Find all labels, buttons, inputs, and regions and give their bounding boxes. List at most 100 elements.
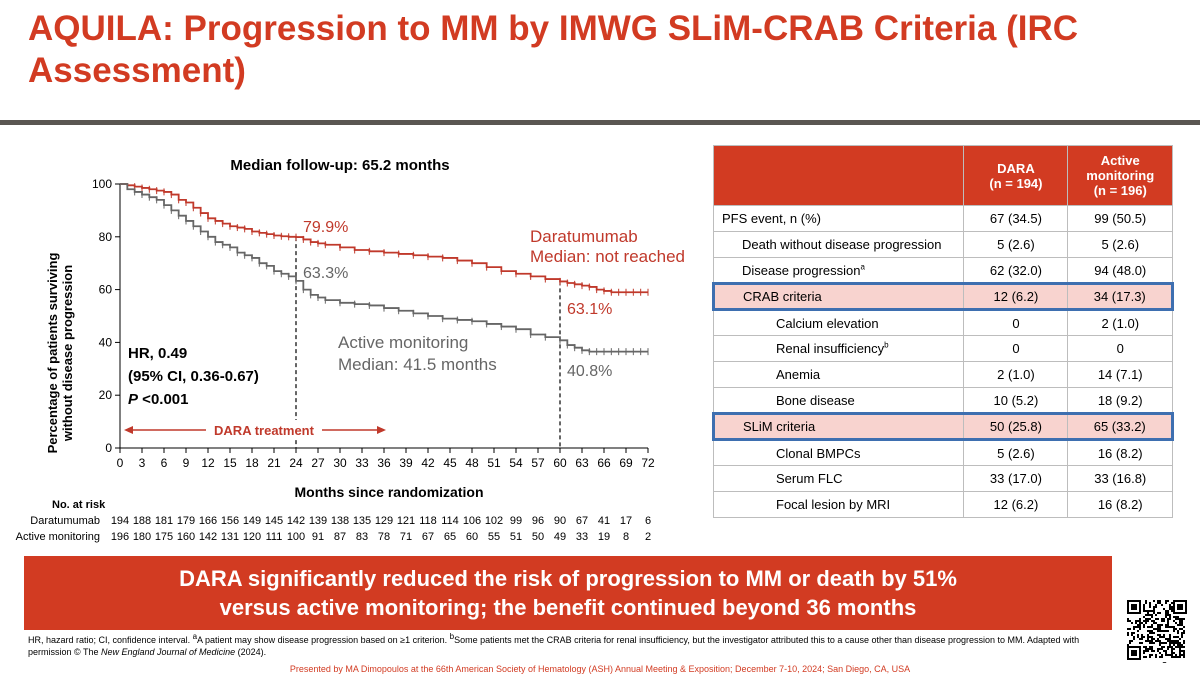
x-tick-label: 48 — [465, 456, 479, 470]
slide-title: AQUILA: Progression to MM by IMWG SLiM-C… — [28, 9, 1078, 90]
row-active-monitoring-value: 16 (8.2) — [1067, 491, 1173, 518]
table-body: PFS event, n (%) 67 (34.5) 99 (50.5) Death … — [711, 205, 1174, 518]
title-divider — [0, 120, 1200, 125]
row-dara-value: 2 (1.0) — [963, 361, 1069, 388]
row-active-monitoring-value: 16 (8.2) — [1067, 439, 1173, 466]
x-tick-label: 57 — [531, 456, 545, 470]
at-risk-value: 33 — [576, 531, 588, 543]
am-24-label: 63.3% — [303, 265, 348, 282]
table-row: PFS event, n (%) 67 (34.5) 99 (50.5) — [712, 205, 1173, 232]
am-series-label-line1: Active monitoring — [338, 333, 468, 352]
dara-60-label: 63.1% — [567, 301, 612, 318]
at-risk-value: 50 — [532, 531, 544, 543]
row-label-text: Calcium elevation — [776, 315, 879, 331]
at-risk-value: 196 — [111, 531, 129, 543]
row-active-monitoring-value: 18 (9.2) — [1067, 387, 1173, 414]
footnote-part3: Some patients met the CRAB criteria for … — [28, 635, 1080, 657]
at-risk-value: 41 — [598, 515, 610, 527]
hr-p-value: P <0.001 — [128, 391, 188, 408]
at-risk-value: 67 — [422, 531, 434, 543]
row-label-text: Focal lesion by MRI — [776, 497, 891, 512]
x-tick-label: 39 — [399, 456, 413, 470]
footnote-part1: HR, hazard ratio; CI, confidence interva… — [28, 635, 193, 645]
row-label-text: Death without disease progression — [742, 237, 942, 252]
row-active-monitoring-value: 65 (33.2) — [1067, 412, 1174, 441]
at-risk-value: 131 — [221, 531, 239, 543]
at-risk-value: 6 — [645, 515, 651, 527]
x-tick-label: 36 — [377, 456, 391, 470]
at-risk-value: 121 — [397, 515, 415, 527]
row-label: Bone disease — [712, 387, 965, 414]
x-tick-label: 21 — [267, 456, 281, 470]
at-risk-value: 142 — [199, 531, 217, 543]
row-label: Serum FLC — [712, 465, 965, 492]
x-tick-label: 15 — [223, 456, 237, 470]
at-risk-value: 91 — [312, 531, 324, 543]
row-active-monitoring-value: 14 (7.1) — [1067, 361, 1173, 388]
at-risk-value: 60 — [466, 531, 478, 543]
row-label-superscript: b — [884, 340, 889, 350]
at-risk-value: 2 — [645, 531, 651, 543]
chart-title: Median follow-up: 65.2 months — [230, 157, 449, 174]
at-risk-value: 149 — [243, 515, 261, 527]
hr-p-number: <0.001 — [138, 391, 188, 408]
row-dara-value: 0 — [963, 309, 1069, 336]
table-row: Bone disease 10 (5.2) 18 (9.2) — [712, 387, 1173, 414]
row-active-monitoring-value: 2 (1.0) — [1067, 309, 1173, 336]
y-tick-label: 60 — [99, 283, 113, 297]
at-risk-value: 111 — [266, 531, 283, 543]
row-label-text: Serum FLC — [776, 471, 843, 486]
x-tick-label: 72 — [641, 456, 655, 470]
at-risk-title: No. at risk — [52, 499, 106, 511]
table-row: Serum FLC 33 (17.0) 33 (16.8) — [712, 465, 1173, 492]
qr-code-icon[interactable] — [1125, 598, 1189, 662]
row-active-monitoring-value: 0 — [1067, 335, 1173, 362]
x-tick-label: 0 — [117, 456, 124, 470]
table-header-dara: DARA (n = 194) — [963, 145, 1069, 206]
x-tick-label: 9 — [183, 456, 190, 470]
x-axis-label: Months since randomization — [294, 484, 483, 500]
row-active-monitoring-value: 99 (50.5) — [1067, 205, 1173, 232]
row-label: Death without disease progression — [712, 231, 965, 258]
table-row: CRAB criteria 12 (6.2) 34 (17.3) — [711, 282, 1174, 311]
footnote-sup-a: a — [192, 632, 198, 641]
at-risk-value: 55 — [488, 531, 500, 543]
x-tick-label: 24 — [289, 456, 303, 470]
row-dara-value: 12 (6.2) — [963, 282, 1069, 311]
row-active-monitoring-value: 94 (48.0) — [1067, 257, 1173, 284]
km-chart: Median follow-up: 65.2 months Percentage… — [16, 157, 685, 543]
at-risk-value: 138 — [331, 515, 349, 527]
table-row: Clonal BMPCs 5 (2.6) 16 (8.2) — [712, 439, 1173, 466]
at-risk-table: No. at risk Daratumumab 194 188 181 179 166 156… — [16, 499, 651, 543]
at-risk-value: 78 — [378, 531, 390, 543]
row-label: PFS event, n (%) — [712, 205, 965, 232]
hr-p-italic: P — [128, 391, 139, 408]
hr-line2: (95% CI, 0.36-0.67) — [128, 368, 259, 385]
table-header-blank — [712, 145, 965, 206]
y-tick-label: 20 — [99, 388, 113, 402]
at-risk-value: 135 — [353, 515, 371, 527]
am-series-label-line2: Median: 41.5 months — [338, 355, 497, 374]
row-active-monitoring-value: 34 (17.3) — [1067, 282, 1174, 311]
table-row: Disease progressiona 62 (32.0) 94 (48.0) — [712, 257, 1173, 284]
treatment-arrow-left-head — [124, 426, 133, 434]
row-active-monitoring-value: 5 (2.6) — [1067, 231, 1173, 258]
at-risk-value: 106 — [463, 515, 481, 527]
footnote-journal: New England Journal of Medicine — [101, 647, 236, 657]
at-risk-value: 71 — [400, 531, 412, 543]
at-risk-value: 156 — [221, 515, 239, 527]
dara-series-label-line2: Median: not reached — [530, 247, 685, 266]
at-risk-value: 90 — [554, 515, 566, 527]
at-risk-value: 83 — [356, 531, 368, 543]
at-risk-value: 188 — [133, 515, 151, 527]
am-header-line1: Active — [1100, 153, 1140, 168]
at-risk-value: 181 — [155, 515, 173, 527]
row-label-text: SLiM criteria — [743, 419, 816, 434]
y-axis-label-line1: Percentage of patients surviving — [45, 253, 60, 454]
at-risk-value: 166 — [199, 515, 217, 527]
row-dara-value: 33 (17.0) — [963, 465, 1069, 492]
x-tick-label: 12 — [201, 456, 215, 470]
table-row: Anemia 2 (1.0) 14 (7.1) — [712, 361, 1173, 388]
x-tick-label: 54 — [509, 456, 523, 470]
